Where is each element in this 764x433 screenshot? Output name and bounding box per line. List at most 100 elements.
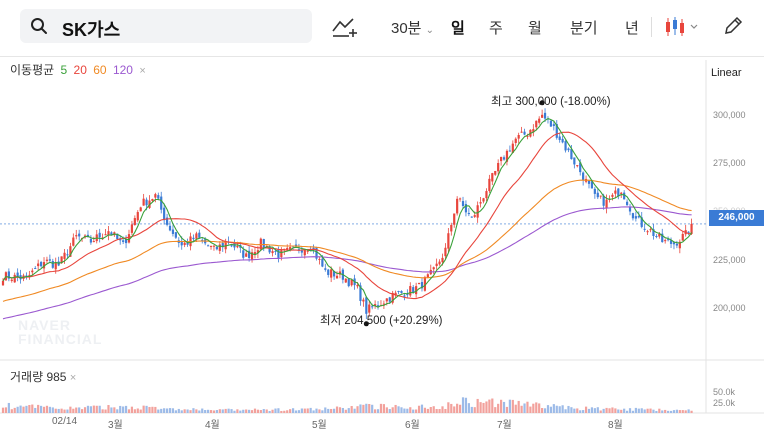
candle-body xyxy=(596,192,599,198)
candle-body xyxy=(456,198,459,214)
candle-body xyxy=(7,271,10,279)
candle-body xyxy=(576,165,579,167)
volume-bar xyxy=(617,409,620,413)
volume-bar xyxy=(532,403,535,413)
volume-bar xyxy=(37,404,40,413)
candle-body xyxy=(365,297,368,314)
volume-bar xyxy=(119,405,122,413)
draw-pencil-icon[interactable] xyxy=(723,16,743,36)
volume-bar xyxy=(505,406,509,413)
low-price-annotation: 최저 204,500 (+20.29%) xyxy=(320,315,443,327)
interval-label: 30분 xyxy=(391,20,422,37)
volume-bar xyxy=(409,407,412,413)
period-tab-month[interactable]: 월 xyxy=(528,20,542,37)
y-tick-275000: 275,000 xyxy=(713,158,746,168)
volume-bar xyxy=(136,408,139,413)
volume-bar xyxy=(92,405,95,413)
ma-20-line xyxy=(2,131,692,300)
candle-body xyxy=(394,292,397,296)
volume-bar xyxy=(608,408,611,413)
stock-search-box[interactable]: SK가스 xyxy=(20,9,312,43)
period-tab-week[interactable]: 주 xyxy=(489,20,503,37)
volume-bar xyxy=(464,397,468,413)
ma-5-label: 5 xyxy=(60,63,68,77)
candle-body xyxy=(382,303,385,305)
candle-body xyxy=(303,249,306,256)
volume-bar xyxy=(564,409,567,413)
volume-bar xyxy=(60,408,63,413)
candle-body xyxy=(124,239,128,244)
candle-body xyxy=(567,148,570,151)
period-tab-quarter[interactable]: 분기 xyxy=(570,20,598,37)
volume-bar xyxy=(113,407,116,413)
volume-bar xyxy=(344,409,347,413)
candle-body xyxy=(435,263,438,267)
candle-body xyxy=(66,254,69,256)
volume-bar xyxy=(332,408,336,413)
candle-body xyxy=(92,241,95,243)
candle-body xyxy=(541,114,544,118)
volume-bar xyxy=(415,409,418,413)
volume-bar xyxy=(450,403,453,413)
ma-20-label: 20 xyxy=(73,63,87,77)
volume-bar xyxy=(570,407,573,413)
volume-bar xyxy=(631,410,635,413)
candle-body xyxy=(482,198,485,202)
interval-dropdown[interactable]: 30분 ⌄ xyxy=(391,17,434,38)
candle-body xyxy=(535,120,538,128)
ma-60-line xyxy=(2,179,692,302)
candle-body xyxy=(403,295,406,297)
chart-type-icon[interactable] xyxy=(664,16,700,38)
candle-body xyxy=(145,199,148,206)
volume-bar xyxy=(669,410,673,413)
candle-body xyxy=(508,150,511,152)
volume-bar xyxy=(549,406,553,413)
close-icon[interactable]: × xyxy=(139,65,146,77)
candle-body xyxy=(324,268,327,270)
volume-bar xyxy=(605,407,608,413)
volume-bar xyxy=(473,407,476,413)
scale-mode-label[interactable]: Linear xyxy=(711,67,742,79)
candle-body xyxy=(669,240,673,244)
volume-bar xyxy=(69,406,72,413)
candle-body xyxy=(464,204,468,213)
candle-body xyxy=(558,136,561,140)
volume-bar xyxy=(637,408,640,413)
volume-bar xyxy=(10,409,13,413)
volume-tick-25k: 25.0k xyxy=(713,398,736,408)
volume-bar xyxy=(19,405,22,413)
volume-bar xyxy=(186,409,189,413)
candle-body xyxy=(681,233,684,241)
volume-bar xyxy=(253,408,257,413)
candle-body xyxy=(664,240,667,242)
volume-bar xyxy=(438,409,441,413)
volume-bar xyxy=(684,410,687,413)
volume-bar xyxy=(403,408,406,413)
volume-bar xyxy=(286,410,289,413)
candle-body xyxy=(561,138,564,143)
volume-bar xyxy=(110,407,113,413)
candle-body xyxy=(39,261,43,267)
close-icon[interactable]: × xyxy=(69,372,77,384)
period-tab-day[interactable]: 일 xyxy=(451,20,465,37)
candle-body xyxy=(350,279,353,286)
candle-body xyxy=(139,207,142,212)
search-icon xyxy=(31,18,47,34)
candle-body xyxy=(34,268,37,270)
volume-bar xyxy=(289,409,292,413)
volume-bar xyxy=(529,406,532,413)
volume-bar xyxy=(582,410,585,413)
volume-bar xyxy=(142,405,145,413)
compare-chart-icon[interactable] xyxy=(332,16,358,38)
volume-bar xyxy=(130,406,134,413)
volume-bar xyxy=(611,407,614,413)
candle-body xyxy=(309,249,312,251)
volume-bar xyxy=(546,405,550,413)
period-tab-year[interactable]: 년 xyxy=(625,20,639,37)
volume-bar xyxy=(218,409,221,413)
candle-body xyxy=(250,252,254,260)
volume-bar xyxy=(511,399,514,413)
candle-body xyxy=(110,232,113,236)
candle-body xyxy=(98,232,101,238)
